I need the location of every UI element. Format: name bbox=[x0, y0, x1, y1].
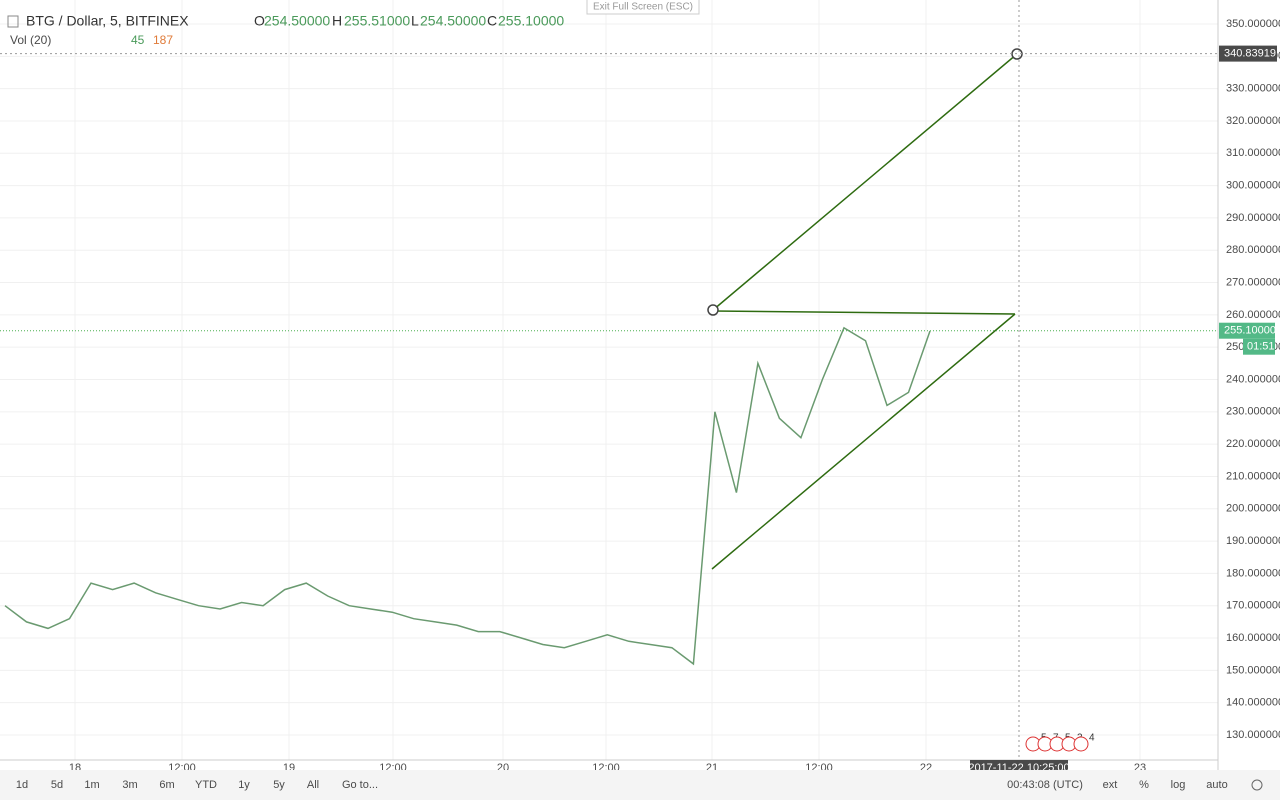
event-badge[interactable] bbox=[1073, 736, 1089, 752]
handle[interactable] bbox=[707, 304, 719, 316]
y-tick-label: 190.000000 bbox=[1226, 535, 1280, 547]
ohlc-label: L bbox=[411, 13, 419, 29]
option-button[interactable]: ext bbox=[1103, 779, 1118, 791]
drawings bbox=[707, 48, 1023, 570]
ohlc-label: O bbox=[254, 13, 265, 29]
y-tick-label: 270.000000 bbox=[1226, 276, 1280, 288]
range-button[interactable]: 1d bbox=[16, 779, 28, 791]
option-button[interactable]: log bbox=[1171, 779, 1186, 791]
range-button[interactable]: 3m bbox=[122, 779, 137, 791]
trend-line bbox=[712, 310, 1016, 315]
y-tick-label: 170.000000 bbox=[1226, 600, 1280, 612]
ohlc-value: 255.51000 bbox=[344, 13, 410, 29]
y-tick-label: 290.000000 bbox=[1226, 212, 1280, 224]
y-tick-label: 330.000000 bbox=[1226, 83, 1280, 95]
range-button[interactable]: All bbox=[307, 779, 319, 791]
y-tick-label: 240.000000 bbox=[1226, 373, 1280, 385]
trend-line bbox=[712, 53, 1018, 311]
option-button[interactable]: % bbox=[1139, 779, 1149, 791]
y-tick-label: 160.000000 bbox=[1226, 632, 1280, 644]
countdown: 01:51 bbox=[1247, 341, 1275, 353]
trend-line bbox=[711, 313, 1016, 570]
price-line bbox=[4, 326, 931, 666]
y-tick-label: 180.000000 bbox=[1226, 567, 1280, 579]
ohlc-label: H bbox=[332, 13, 342, 29]
range-button[interactable]: YTD bbox=[195, 779, 217, 791]
option-button[interactable]: auto bbox=[1206, 779, 1227, 791]
range-button[interactable]: 1m bbox=[84, 779, 99, 791]
y-tick-label: 130.000000 bbox=[1226, 729, 1280, 741]
crosshair-price-tag bbox=[1219, 45, 1277, 62]
y-tick-label: 230.000000 bbox=[1226, 406, 1280, 418]
ohlc-value: 254.50000 bbox=[420, 13, 486, 29]
settings-icon[interactable] bbox=[1251, 779, 1263, 791]
volume-study: Vol (20) bbox=[10, 33, 51, 47]
y-tick-label: 150.000000 bbox=[1226, 664, 1280, 676]
plot bbox=[4, 326, 931, 666]
range-button[interactable]: 6m bbox=[159, 779, 174, 791]
y-tick-label: 350.000000 bbox=[1226, 18, 1280, 30]
last-price-tag bbox=[1219, 322, 1275, 339]
range-button[interactable]: Go to... bbox=[342, 779, 378, 791]
y-tick-label: 310.000000 bbox=[1226, 147, 1280, 159]
exit-fullscreen[interactable] bbox=[586, 0, 700, 15]
symbol: BTG / Dollar, 5, BITFINEX bbox=[26, 13, 189, 29]
ohlc-value: 255.10000 bbox=[498, 13, 564, 29]
y-tick-label: 210.000000 bbox=[1226, 470, 1280, 482]
toolbar bbox=[0, 770, 1280, 800]
y-tick-label: 280.000000 bbox=[1226, 244, 1280, 256]
y-tick-label: 300.000000 bbox=[1226, 179, 1280, 191]
exit-fullscreen-label: Exit Full Screen (ESC) bbox=[593, 2, 693, 13]
crosshair-price-label: 340.83919 bbox=[1224, 48, 1276, 60]
toolbar-items: 1d 5d 1m 3m 6m YTD 1y 5y All Go to... 00:43:08 (UT… bbox=[16, 779, 1263, 791]
y-tick-label: 260.000000 bbox=[1226, 309, 1280, 321]
range-button[interactable]: 5y bbox=[273, 779, 285, 791]
ohlc-value: 254.50000 bbox=[264, 13, 330, 29]
countdown-tag bbox=[1243, 338, 1275, 355]
range-button[interactable]: 5d bbox=[51, 779, 63, 791]
y-tick-label: 140.000000 bbox=[1226, 697, 1280, 709]
collapse-icon[interactable] bbox=[7, 15, 19, 28]
ohlc-label: C bbox=[487, 13, 497, 29]
volume-value: 187 bbox=[153, 33, 173, 47]
y-tick-label: 200.000000 bbox=[1226, 503, 1280, 515]
clock: 00:43:08 (UTC) bbox=[1007, 779, 1083, 791]
volume-value: 45 bbox=[131, 33, 145, 47]
event-count: 4 bbox=[1089, 733, 1095, 744]
y-tick-label: 320.000000 bbox=[1226, 115, 1280, 127]
last-price-label: 255.10000 bbox=[1224, 325, 1276, 337]
y-tick-label: 220.000000 bbox=[1226, 438, 1280, 450]
range-button[interactable]: 1y bbox=[238, 779, 250, 791]
